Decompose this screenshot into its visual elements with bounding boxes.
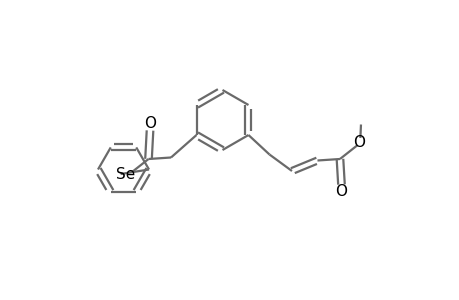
Text: O: O	[144, 116, 156, 131]
Text: O: O	[353, 135, 365, 150]
Text: Se: Se	[116, 167, 135, 182]
Text: O: O	[335, 184, 347, 199]
